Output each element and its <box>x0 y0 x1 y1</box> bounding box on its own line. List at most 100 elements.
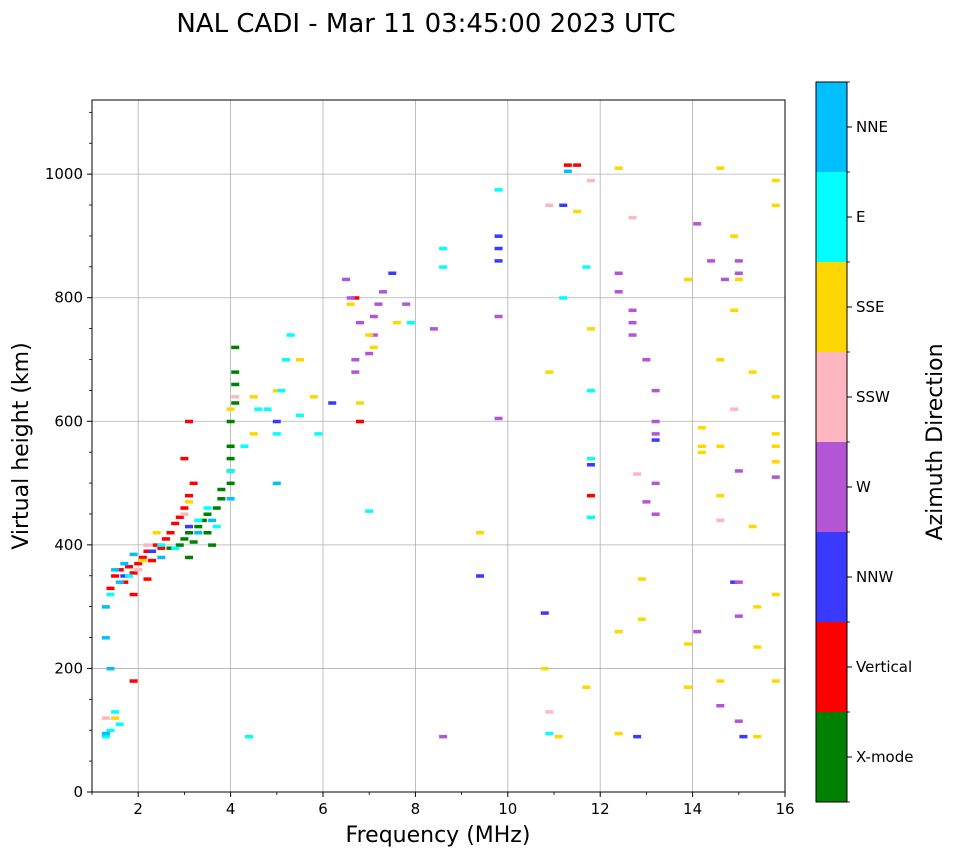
colorbar-label-ssw: SSW <box>856 388 890 406</box>
data-point-e <box>124 574 133 578</box>
data-point-e <box>263 407 272 411</box>
data-point-sse <box>753 645 762 649</box>
data-point-vertical <box>138 555 147 560</box>
y-tick-label: 1000 <box>45 165 83 183</box>
data-point-e <box>282 358 291 362</box>
data-point-vertical <box>129 571 138 575</box>
data-point-vertical <box>185 419 194 424</box>
data-point-w <box>651 419 660 424</box>
data-point-sse <box>614 629 623 634</box>
data-point-sse <box>545 370 554 374</box>
data-point-ssw <box>716 518 725 523</box>
data-point-sse <box>771 459 780 464</box>
data-point-sse <box>716 493 725 498</box>
data-point-sse <box>111 716 120 720</box>
colorbar-frame <box>815 81 848 803</box>
data-point-sse <box>355 401 364 405</box>
data-point-sse <box>771 203 780 208</box>
data-point-w <box>369 333 378 337</box>
data-point-e <box>254 407 263 411</box>
data-point-ssw <box>730 407 739 411</box>
data-point-sse <box>771 444 780 448</box>
data-point-nne <box>129 552 138 557</box>
data-point-x-mode <box>198 518 207 523</box>
data-point-sse <box>683 277 692 282</box>
data-point-w <box>628 333 637 337</box>
data-point-nne <box>111 568 120 572</box>
data-point-vertical <box>351 296 360 300</box>
data-point-w <box>651 512 660 516</box>
x-tick-label: 2 <box>133 800 143 818</box>
colorbar: X-mode Vertical NNW W SSW SSE E NNE <box>815 81 913 803</box>
data-point-vertical <box>185 493 194 498</box>
data-point-w <box>355 320 364 325</box>
data-point-x-mode <box>226 481 235 486</box>
data-point-nne <box>101 731 110 736</box>
data-point-vertical <box>120 580 129 584</box>
data-point-w <box>628 320 637 325</box>
colorbar-label-vertical: Vertical <box>856 658 912 676</box>
data-point-e <box>106 592 115 597</box>
data-point-nne <box>120 561 129 566</box>
data-point-e <box>295 413 304 418</box>
data-point-x-mode <box>203 512 212 516</box>
data-point-sse <box>730 308 739 313</box>
data-point-vertical <box>161 537 170 541</box>
data-point-sse <box>586 327 595 331</box>
data-point-e <box>106 728 115 733</box>
data-point-ssw <box>628 215 637 220</box>
data-point-sse <box>554 734 563 739</box>
data-point-ssw <box>231 395 240 399</box>
plot-area <box>92 100 785 792</box>
data-point-sse <box>185 500 194 504</box>
data-point-x-mode <box>231 401 240 405</box>
data-point-x-mode <box>180 537 189 541</box>
chart-title: NAL CADI - Mar 11 03:45:00 2023 UTC <box>176 9 675 39</box>
data-point-sse <box>716 679 725 683</box>
data-point-nne <box>226 497 235 501</box>
data-point-sse <box>771 679 780 683</box>
data-point-nne <box>157 555 166 560</box>
data-point-x-mode <box>217 497 226 501</box>
data-point-vertical <box>129 592 138 597</box>
data-point-nne <box>101 636 110 640</box>
data-point-nne <box>563 169 572 174</box>
data-point-e <box>157 543 166 547</box>
data-point-sse <box>346 302 355 306</box>
data-point-x-mode <box>226 419 235 424</box>
data-point-sse <box>582 685 591 689</box>
data-point-w <box>734 259 743 263</box>
data-point-nnw <box>559 203 568 208</box>
data-point-x-mode <box>226 444 235 448</box>
data-point-vertical <box>143 549 152 554</box>
x-tick-label: 14 <box>683 800 702 818</box>
data-point-e <box>559 296 568 300</box>
data-point-sse <box>614 166 623 170</box>
data-point-sse <box>637 617 646 621</box>
data-point-vertical <box>175 515 184 520</box>
grid <box>92 100 786 792</box>
data-point-w <box>734 469 743 473</box>
data-point-vertical <box>134 561 143 566</box>
data-point-vertical <box>586 493 595 498</box>
colorbar-segment <box>816 352 847 442</box>
data-point-w <box>642 358 651 362</box>
data-point-nnw <box>494 246 503 251</box>
data-point-w <box>734 580 743 584</box>
data-point-e <box>245 734 254 739</box>
data-point-vertical <box>115 568 124 572</box>
data-point-sse <box>476 531 485 535</box>
plot-background <box>92 100 785 792</box>
data-point-w <box>707 259 716 263</box>
data-point-w <box>693 222 702 226</box>
data-point-sse <box>748 370 757 374</box>
data-point-vertical <box>563 163 572 167</box>
x-tick-label: 10 <box>498 800 517 818</box>
x-axis-label: Frequency (MHz) <box>346 823 531 848</box>
data-point-e <box>203 506 212 510</box>
data-point-x-mode <box>217 487 226 492</box>
data-point-w <box>369 314 378 319</box>
data-point-x-mode <box>231 370 240 374</box>
data-point-w <box>693 629 702 634</box>
